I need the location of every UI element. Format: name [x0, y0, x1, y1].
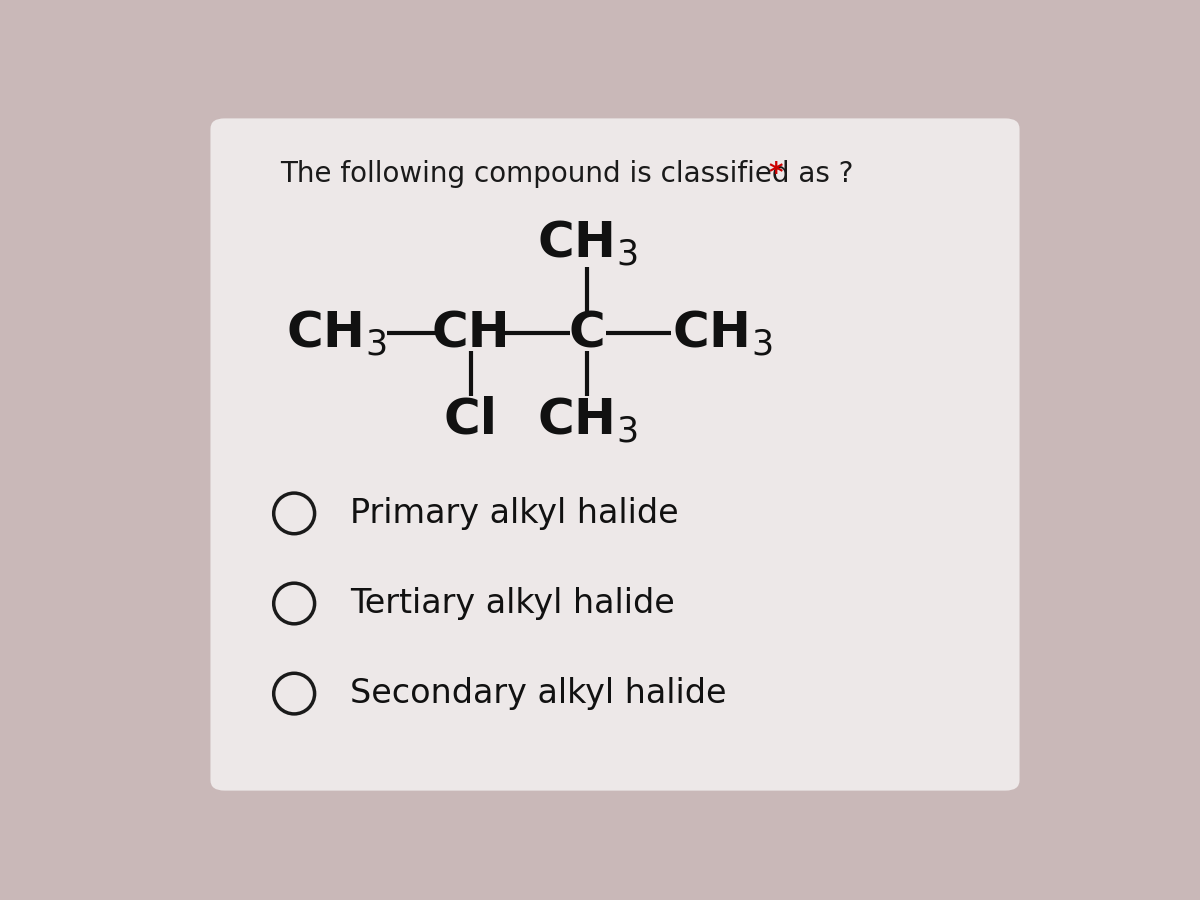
Text: Tertiary alkyl halide: Tertiary alkyl halide [350, 587, 674, 620]
Text: *: * [768, 160, 782, 188]
FancyBboxPatch shape [210, 119, 1020, 790]
Text: Primary alkyl halide: Primary alkyl halide [350, 497, 678, 530]
Text: Cl: Cl [444, 396, 498, 444]
Text: C: C [569, 310, 606, 357]
Text: The following compound is classified as ?: The following compound is classified as … [281, 160, 863, 188]
Text: Secondary alkyl halide: Secondary alkyl halide [350, 677, 726, 710]
Text: CH: CH [432, 310, 510, 357]
Text: CH$_3$: CH$_3$ [536, 219, 637, 268]
Text: CH$_3$: CH$_3$ [672, 309, 772, 358]
Text: CH$_3$: CH$_3$ [286, 309, 386, 358]
Text: CH$_3$: CH$_3$ [536, 395, 637, 445]
